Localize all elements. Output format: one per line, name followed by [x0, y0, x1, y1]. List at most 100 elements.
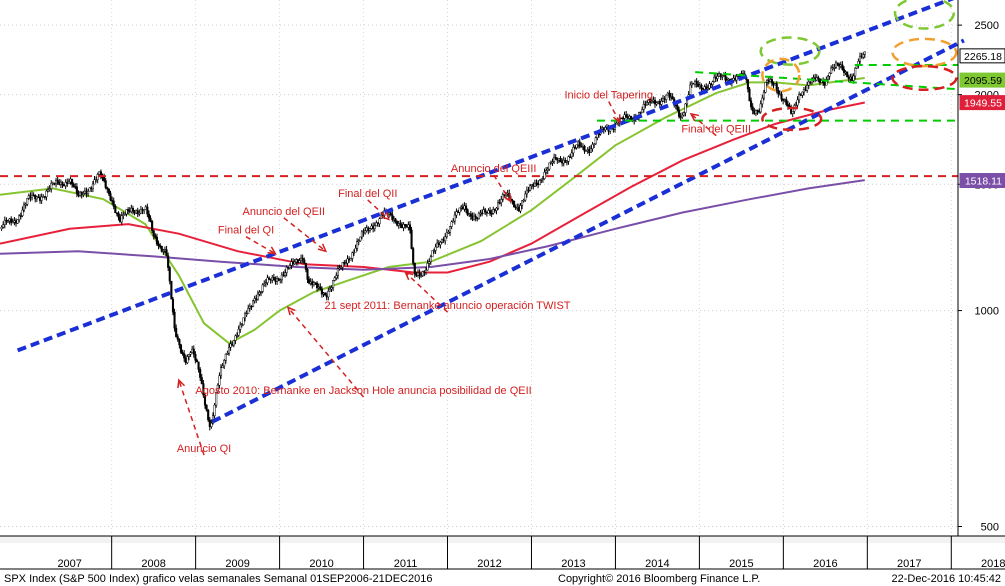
candle-body — [336, 268, 339, 276]
candle-body — [790, 106, 793, 114]
candle-body — [357, 240, 360, 243]
candle-body — [522, 199, 525, 202]
candle-body — [724, 75, 727, 81]
candle-body — [489, 210, 492, 214]
annotation-arrow — [178, 379, 205, 456]
candle-body — [168, 267, 171, 282]
candle-body — [513, 200, 516, 208]
price-tag-label: 2095.59 — [964, 75, 1002, 87]
candle-body — [480, 212, 484, 215]
candle-body — [452, 220, 455, 223]
candle-body — [466, 209, 469, 216]
candle-body — [207, 409, 210, 421]
candle-body — [543, 171, 546, 179]
candle-body — [420, 275, 423, 277]
candle-body — [221, 365, 224, 368]
candle-body — [320, 288, 323, 295]
x-tick-label: 2008 — [141, 558, 165, 570]
candle-body — [71, 178, 74, 185]
candle-body — [87, 190, 90, 195]
candle-body — [256, 293, 259, 300]
price-tag — [959, 173, 1005, 189]
price-tag — [959, 72, 1005, 88]
candle-body — [147, 213, 150, 219]
candle-body — [802, 89, 805, 93]
candle-body — [352, 251, 355, 254]
annotation-label: Final del QI — [218, 225, 274, 237]
candle-body — [170, 280, 173, 300]
y-tick-label: 2500 — [975, 20, 999, 32]
trend-line-green-descending — [695, 71, 959, 91]
candle-body — [858, 55, 862, 62]
candle-body — [469, 213, 472, 217]
candle-body — [251, 300, 255, 307]
annotation-arrow — [690, 113, 717, 137]
series-layer — [0, 51, 866, 431]
annotation-label: Anuncio del QEIII — [451, 163, 537, 175]
candle-body — [160, 246, 163, 252]
candle-body — [833, 67, 836, 69]
price-tag-label: 2265.18 — [964, 51, 1002, 63]
candle-body — [546, 168, 549, 171]
candle-body — [285, 267, 288, 273]
x-tick-label: 2011 — [394, 558, 418, 570]
candle-body — [455, 211, 458, 216]
annotation-arrowhead — [317, 243, 328, 253]
annotation-arrowhead — [267, 246, 277, 255]
candle-body — [402, 224, 405, 228]
y-tick-label: 500 — [981, 522, 999, 534]
candle-body — [226, 352, 229, 355]
annotation-arrowhead — [286, 306, 296, 316]
candle-body — [261, 284, 264, 292]
candle-body — [247, 308, 250, 314]
candle-body — [445, 232, 448, 237]
candle-body — [665, 94, 668, 100]
candle-body — [545, 170, 548, 173]
candle-body — [338, 267, 341, 270]
candle-body — [183, 353, 186, 359]
candle-body — [408, 224, 412, 231]
candle-body — [88, 187, 91, 192]
candle-body — [216, 384, 219, 393]
candle-body — [713, 76, 716, 82]
candle-body — [234, 335, 237, 341]
candle-body — [114, 206, 117, 213]
candle-body — [56, 179, 59, 183]
candle-body — [202, 383, 205, 396]
candle-body — [591, 144, 594, 150]
x-tick-label: 2016 — [813, 558, 837, 570]
ma-red-line — [0, 101, 866, 274]
footer-center: Copyright© 2016 Bloomberg Finance L.P. — [558, 573, 760, 585]
x-tick-label: 2007 — [57, 558, 81, 570]
candle-body — [629, 115, 633, 120]
candle-body — [117, 212, 120, 218]
candle-body — [356, 241, 359, 249]
candle-body — [593, 143, 596, 146]
candle-body — [61, 181, 64, 186]
candle-body — [120, 215, 123, 223]
annotation-label: 21 sept 2011: Bernanke anuncio operación… — [324, 300, 570, 312]
candle-body — [642, 103, 645, 110]
candle-body — [572, 147, 575, 154]
candle-body — [328, 288, 331, 292]
candle-body — [834, 62, 838, 68]
price-tag-label: 1949.55 — [964, 98, 1002, 110]
candle-body — [711, 81, 714, 85]
candle-body — [10, 218, 13, 223]
candle-body — [152, 230, 155, 237]
candle-body — [412, 248, 415, 264]
candle-body — [194, 354, 197, 361]
highlight-ellipse — [761, 106, 823, 132]
candle-body — [258, 292, 261, 295]
candle-body — [16, 219, 19, 224]
candle-body — [176, 336, 179, 340]
candle-body — [500, 199, 503, 203]
candle-body — [719, 73, 722, 78]
candle-body — [288, 265, 291, 269]
candle-body — [677, 109, 681, 117]
x-tick-label: 2018 — [981, 558, 1005, 570]
candle-body — [750, 100, 753, 108]
annotation-label: Final del QII — [338, 188, 397, 200]
candle-body — [511, 199, 514, 202]
candle-body — [173, 311, 176, 329]
